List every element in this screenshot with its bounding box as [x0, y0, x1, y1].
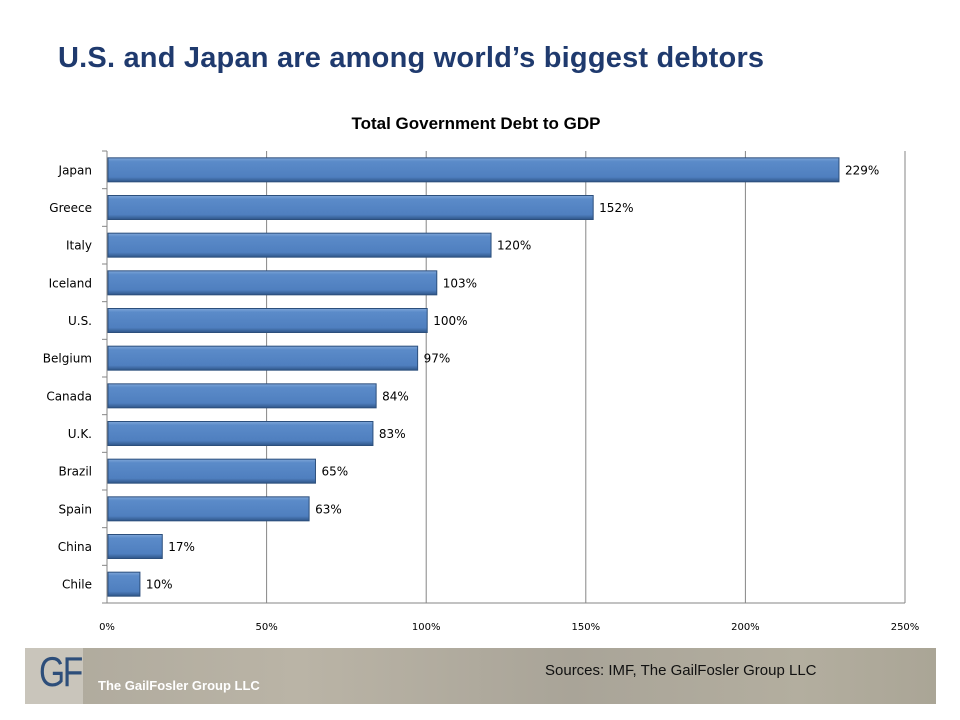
x-tick-label: 250% — [891, 622, 920, 633]
category-label: Belgium — [43, 352, 92, 366]
x-tick-label: 50% — [255, 622, 277, 633]
logo-text: GF — [39, 648, 83, 695]
bar-chile — [107, 571, 141, 597]
data-label: 17% — [168, 540, 195, 554]
data-label: 120% — [497, 239, 531, 253]
bar-italy — [107, 232, 492, 258]
bar-greece — [107, 195, 594, 220]
x-tick-label: 0% — [99, 622, 115, 633]
bar-spain — [107, 496, 310, 522]
data-label: 229% — [845, 163, 879, 177]
data-label: 63% — [315, 502, 342, 516]
category-label: Japan — [58, 163, 92, 177]
data-label: 10% — [146, 578, 173, 592]
data-label: 83% — [379, 427, 406, 441]
company-name: The GailFosler Group LLC — [98, 678, 260, 693]
bar-us — [107, 308, 428, 333]
category-label: U.S. — [68, 314, 92, 328]
category-label: Spain — [58, 502, 92, 516]
category-label: Brazil — [59, 465, 93, 479]
bar-china — [107, 534, 163, 559]
category-label: Greece — [49, 201, 92, 215]
bar-belgium — [107, 345, 419, 371]
x-tick-label: 150% — [572, 622, 601, 633]
data-label: 84% — [382, 389, 409, 403]
x-tick-label: 100% — [412, 622, 441, 633]
data-label: 152% — [599, 201, 633, 215]
data-label: 100% — [433, 314, 467, 328]
slide-title: U.S. and Japan are among world’s biggest… — [58, 42, 765, 74]
category-label: Canada — [46, 389, 92, 403]
company-logo: GF — [25, 648, 83, 704]
chart-title: Total Government Debt to GDP — [351, 114, 600, 133]
category-label: China — [58, 540, 92, 554]
data-label: 65% — [321, 465, 348, 479]
category-label: Chile — [62, 578, 92, 592]
bar-chart: Total Government Debt to GDP 0% 50% 100% 150… — [43, 114, 920, 633]
bar-canada — [107, 383, 377, 409]
bar-iceland — [107, 270, 438, 296]
bar-japan — [107, 157, 840, 183]
category-label: Iceland — [49, 276, 92, 290]
data-label: 97% — [424, 352, 451, 366]
sources-note: Sources: IMF, The GailFosler Group LLC — [545, 662, 817, 679]
footer-banner: GF The GailFosler Group LLC Sources: IMF… — [25, 648, 936, 704]
data-label: 103% — [443, 276, 477, 290]
bar-uk — [107, 421, 374, 446]
category-label: Italy — [66, 239, 92, 253]
category-label: U.K. — [68, 427, 92, 441]
x-tick-label: 200% — [731, 622, 760, 633]
bar-brazil — [107, 458, 316, 484]
